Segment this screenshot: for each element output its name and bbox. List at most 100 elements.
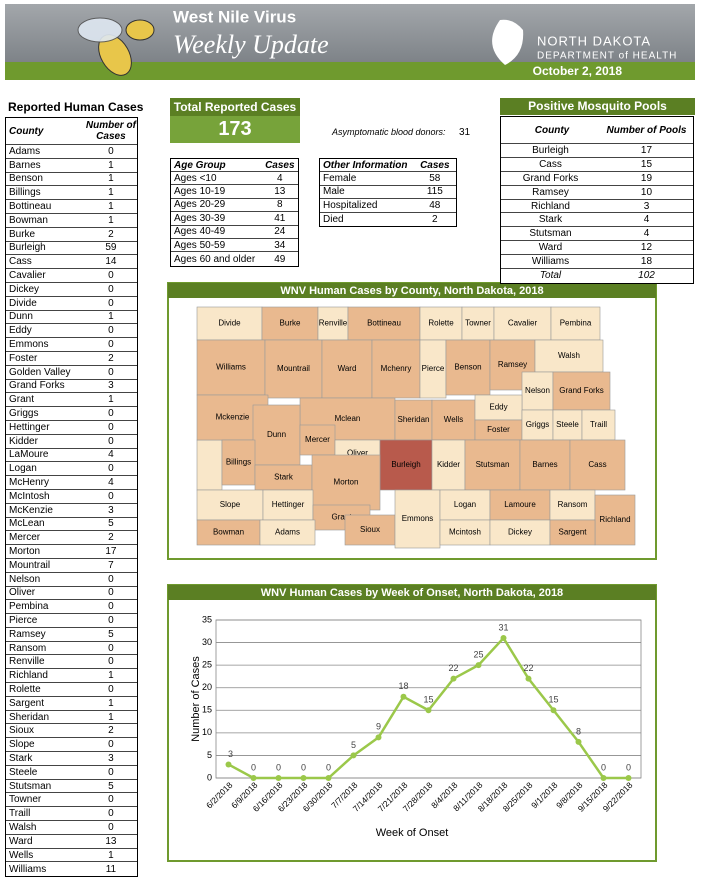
county-label: Grant [331,513,352,522]
data-label: 25 [473,650,483,660]
table-row: Eddy 0 [6,324,137,339]
cell-value: 4 [643,228,650,240]
county-shape [464,439,521,491]
cell-value: 0 [108,366,114,378]
table-row: Mountrail 7 [6,559,137,573]
county-label: Pembina [560,319,592,328]
table-row: Ages 50-59 34 [171,239,298,253]
asymptomatic-label: Asymptomatic blood donors: [332,127,446,137]
cell-label: Total [539,270,562,282]
cell-label: Hospitalized [323,199,378,211]
table-row: Griggs 0 [6,407,137,421]
cell-label: Logan [9,463,37,475]
table-row: Ages <10 4 [171,172,298,186]
table-row: Stutsman 4 [501,227,693,242]
table-row: Traill 0 [6,807,137,822]
county-label: Lamoure [504,500,536,509]
table-header: Age Group Cases [171,159,298,172]
cell-label: Divide [9,297,37,309]
cell-label: Dickey [9,283,40,295]
county-label: Cass [588,460,606,469]
table-row: Towner 0 [6,793,137,808]
cell-value: 3 [108,752,114,764]
county-label: Richland [599,515,630,524]
county-shape [489,489,551,521]
cell-label: Walsh [9,821,37,833]
county-shape [493,306,552,341]
county-label: Emmons [402,514,434,523]
county-label: Mckenzie [216,413,250,422]
table-row: Hospitalized 48 [320,199,456,213]
county-label: Grand Forks [559,386,603,395]
county-shape [261,306,319,341]
table-row: Kidder 0 [6,435,137,449]
county-shape [379,439,433,491]
table-row: Cass 15 [501,158,693,172]
cell-label: Sargent [9,697,45,709]
table-row: Sheridan 1 [6,711,137,725]
table-row: Emmons 0 [6,338,137,352]
cell-value: 49 [274,253,286,265]
cell-value: 34 [274,239,286,251]
cell-label: Williams [531,256,570,268]
cell-value: 1 [108,311,114,323]
table-row: Bottineau 1 [6,200,137,214]
county-shape [534,339,604,373]
column-header: County [534,124,570,136]
cell-value: 1 [108,187,114,199]
table-row: Burke 2 [6,228,137,242]
data-point [225,761,232,768]
cell-value: 4 [108,477,114,489]
header-stripe [5,62,695,80]
county-label: Stutsman [476,460,510,469]
cell-label: Stutsman [529,228,572,240]
cell-label: McLean [9,518,45,530]
bee-icon [77,17,155,76]
cell-value: 19 [640,172,653,184]
county-label: Logan [454,500,476,509]
table-row: Williams 11 [6,862,137,876]
county-label: Sioux [360,525,380,534]
cell-label: Wells [9,849,34,861]
cell-value: 2 [108,228,114,240]
cell-label: Steele [9,766,38,778]
column-header: County [9,125,44,137]
column-header: Cases [420,159,450,171]
data-label: 0 [626,762,631,772]
county-label: Ransom [558,500,588,509]
table-row: LaMoure 4 [6,449,137,463]
cell-label: Ramsey [9,628,46,640]
county-label: Williams [216,363,246,372]
data-label: 3 [228,749,233,759]
county-shape [419,339,447,399]
county-label: Kidder [437,460,460,469]
y-tick-label: 15 [202,705,212,715]
table-row: Stutsman 5 [6,780,137,794]
cell-label: Cass [9,256,32,268]
county-label: Dickey [508,528,532,537]
table-row: Cavalier 0 [6,269,137,283]
data-point [300,775,307,781]
county-label: Pierce [422,364,445,373]
data-label: 9 [376,722,381,732]
county-label: Burleigh [391,460,420,469]
cell-value: 13 [274,186,286,198]
cell-value: 0 [108,766,114,778]
table-row: Grand Forks 3 [6,380,137,394]
cell-label: Grand Forks [9,380,65,392]
data-point [425,707,432,714]
cell-label: Ransom [9,642,47,654]
cell-value: 11 [105,863,117,875]
data-point [375,734,382,741]
cell-value: 5 [108,628,114,640]
table-row: Stark 4 [501,213,693,228]
table-row: Dickey 0 [6,283,137,297]
table-row: Ages 40-49 24 [171,226,298,239]
county-shape [594,494,636,546]
table-row: Logan 0 [6,462,137,477]
county-shape [552,371,611,411]
data-label: 0 [251,762,256,772]
cell-label: Stutsman [9,780,52,792]
chart-frame [167,584,657,862]
